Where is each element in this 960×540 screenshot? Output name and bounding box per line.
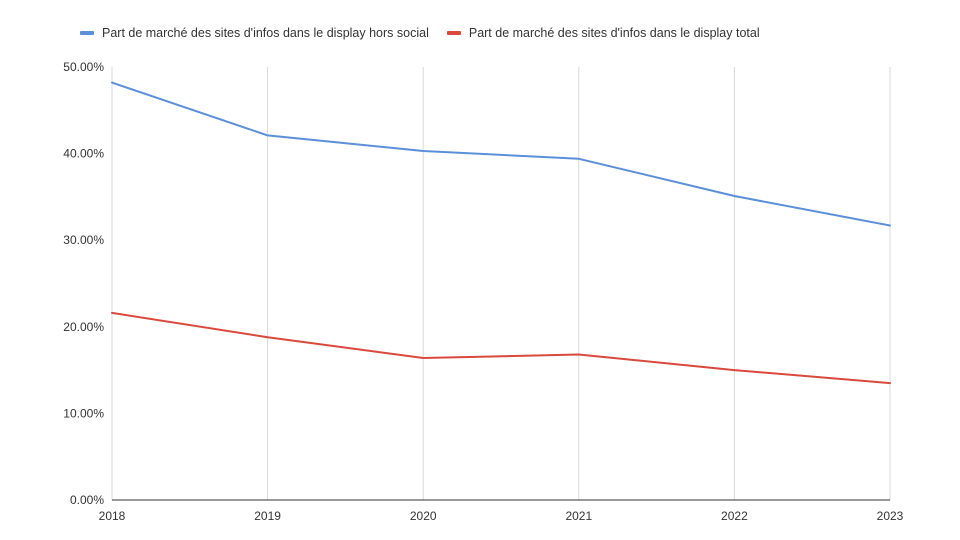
y-tick-label: 30.00%: [63, 233, 104, 247]
series-lines: [111, 81, 891, 385]
legend-label-total: Part de marché des sites d'infos dans le…: [468, 26, 760, 40]
legend-swatch-hors-social: [80, 31, 94, 35]
legend-item-total[interactable]: Part de marché des sites d'infos dans le…: [446, 26, 760, 40]
grid: [111, 67, 891, 500]
x-tick-label: 2020: [410, 509, 437, 523]
y-tick-label: 20.00%: [63, 320, 104, 334]
y-tick-label: 50.00%: [63, 60, 104, 74]
y-tick-label: 10.00%: [63, 406, 104, 420]
series-line-hors-social: [111, 81, 891, 227]
legend: Part de marché des sites d'infos dans le…: [80, 26, 778, 40]
legend-swatch-total: [446, 31, 461, 35]
x-tick-label: 2021: [565, 509, 592, 523]
axes: 2018 2019 2020 2021 2022 2023 0.00% 10.00% 20.00…: [63, 60, 903, 523]
x-tick-label: 2018: [99, 509, 126, 523]
x-tick-label: 2019: [254, 509, 281, 523]
legend-label-hors-social: Part de marché des sites d'infos dans le…: [102, 26, 429, 40]
series-line-total: [111, 311, 891, 385]
x-tick-label: 2023: [877, 509, 904, 523]
y-tick-label: 40.00%: [63, 147, 104, 161]
legend-item-hors-social[interactable]: Part de marché des sites d'infos dans le…: [80, 26, 429, 40]
y-tick-label: 0.00%: [70, 493, 104, 507]
x-tick-label: 2022: [721, 509, 748, 523]
